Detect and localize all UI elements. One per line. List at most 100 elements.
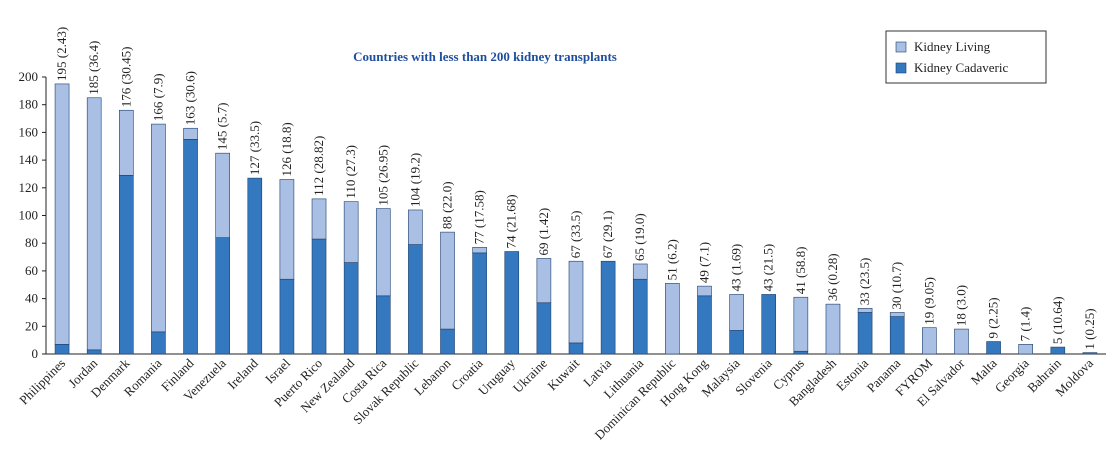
bar-label: 51 (6.2) xyxy=(664,239,679,280)
bar-segment xyxy=(1018,344,1033,355)
bar-label: 104 (19.2) xyxy=(407,153,422,207)
bar-label: 126 (18.8) xyxy=(279,122,294,176)
bar-label: 41 (58.8) xyxy=(793,247,808,295)
bar-segment xyxy=(600,260,616,355)
bar-label: 185 (36.4) xyxy=(86,41,101,95)
bar-segment xyxy=(697,285,712,297)
bar-segment xyxy=(536,302,552,355)
bar-segment xyxy=(889,316,905,355)
bar-label: 7 (1.4) xyxy=(1018,307,1033,342)
bar-segment xyxy=(119,109,134,176)
bar-segment xyxy=(568,342,584,355)
bar-segment xyxy=(279,179,295,280)
legend-box xyxy=(885,30,1047,84)
legend: Kidney Living Kidney Cadaveric xyxy=(885,30,1047,84)
bar-label: 110 (27.3) xyxy=(343,145,358,199)
bar-segment xyxy=(472,252,487,355)
bar-segment xyxy=(247,177,263,355)
y-tick-label: 100 xyxy=(19,208,39,223)
bar-label: 145 (5.7) xyxy=(215,103,230,151)
bar-segment xyxy=(279,278,295,355)
bar-segment xyxy=(343,262,359,355)
bar-segment xyxy=(954,328,969,355)
bar-segment xyxy=(986,341,1001,355)
bar-segment xyxy=(632,278,648,355)
x-tick-label: Kuwait xyxy=(544,355,582,393)
legend-label: Kidney Cadaveric xyxy=(914,60,1008,75)
bar-segment xyxy=(311,238,327,355)
legend-label: Kidney Living xyxy=(914,39,991,54)
bar-segment xyxy=(729,330,744,355)
bar-segment xyxy=(632,263,648,280)
legend-swatch xyxy=(895,41,907,53)
y-tick-label: 40 xyxy=(25,291,38,306)
y-tick-label: 200 xyxy=(19,69,39,84)
bar-segment xyxy=(375,295,391,355)
bar-label: 67 (29.1) xyxy=(600,211,615,259)
bar-segment xyxy=(408,244,423,355)
bar-segment xyxy=(472,247,487,254)
bar-label: 105 (26.95) xyxy=(375,145,390,206)
bar-label: 88 (22.0) xyxy=(440,181,455,229)
bar-segment xyxy=(922,327,937,355)
bar-label: 74 (21.68) xyxy=(504,194,519,248)
bar-segment xyxy=(665,283,680,355)
bar-segment xyxy=(857,312,873,355)
x-tick-label: Philippines xyxy=(16,356,68,408)
bar-segment xyxy=(697,295,712,355)
x-tick-label: Slovenia xyxy=(732,355,775,398)
bar-label: 43 (21.5) xyxy=(761,244,776,292)
y-tick-label: 20 xyxy=(25,318,38,333)
bar-label: 69 (1.42) xyxy=(536,208,551,256)
bar-segment xyxy=(857,307,873,313)
y-tick-label: 80 xyxy=(25,235,38,250)
bar-label: 77 (17.58) xyxy=(472,190,487,244)
bar-segment xyxy=(1050,346,1066,355)
y-tick-label: 120 xyxy=(19,180,39,195)
bar-segment xyxy=(761,294,777,355)
y-tick-label: 0 xyxy=(32,346,39,361)
bar-label: 33 (23.5) xyxy=(857,258,872,306)
y-tick-label: 180 xyxy=(19,97,39,112)
bar-segment xyxy=(183,139,198,355)
bar-segment xyxy=(86,97,102,351)
bar-segment xyxy=(889,312,905,317)
x-tick-label: Uruguay xyxy=(475,355,518,398)
bar-label: 5 (10.64) xyxy=(1050,296,1065,344)
y-tick-label: 60 xyxy=(25,263,38,278)
bar-segment xyxy=(568,260,584,344)
bar-segment xyxy=(54,344,70,355)
bar-segment xyxy=(793,350,809,355)
bar-segment xyxy=(215,237,230,355)
bar-label: 19 (9.05) xyxy=(921,277,936,325)
bar-segment xyxy=(1082,352,1098,355)
bar-segment xyxy=(408,209,423,245)
bar-segment xyxy=(151,123,166,333)
chart-title: Countries with less than 200 kidney tran… xyxy=(353,49,617,64)
bar-segment xyxy=(215,152,230,238)
x-tick-label: Ireland xyxy=(224,355,261,392)
bar-segment xyxy=(536,258,552,304)
bar-segment xyxy=(375,208,391,297)
y-tick-label: 140 xyxy=(19,152,39,167)
bar-label: 127 (33.5) xyxy=(247,121,262,175)
bar-label: 36 (0.28) xyxy=(825,253,840,301)
bar-segment xyxy=(825,303,841,355)
bar-label: 43 (1.69) xyxy=(729,244,744,292)
bar-label: 1 (0.25) xyxy=(1082,308,1097,349)
bar-label: 18 (3.0) xyxy=(953,285,968,326)
bar-segment xyxy=(729,294,744,331)
bar-label: 166 (7.9) xyxy=(150,73,165,121)
bar-segment xyxy=(440,231,455,330)
bar-segment xyxy=(440,328,455,355)
bar-label: 9 (2.25) xyxy=(986,297,1001,338)
bar-segment xyxy=(183,127,198,140)
bar-label: 195 (2.43) xyxy=(54,27,69,81)
bar-segment xyxy=(151,331,166,355)
bar-label: 30 (10.7) xyxy=(889,262,904,310)
bar-label: 67 (33.5) xyxy=(568,211,583,259)
bar-segment xyxy=(343,201,359,263)
legend-swatch xyxy=(895,62,907,74)
bar-segment xyxy=(54,83,70,345)
